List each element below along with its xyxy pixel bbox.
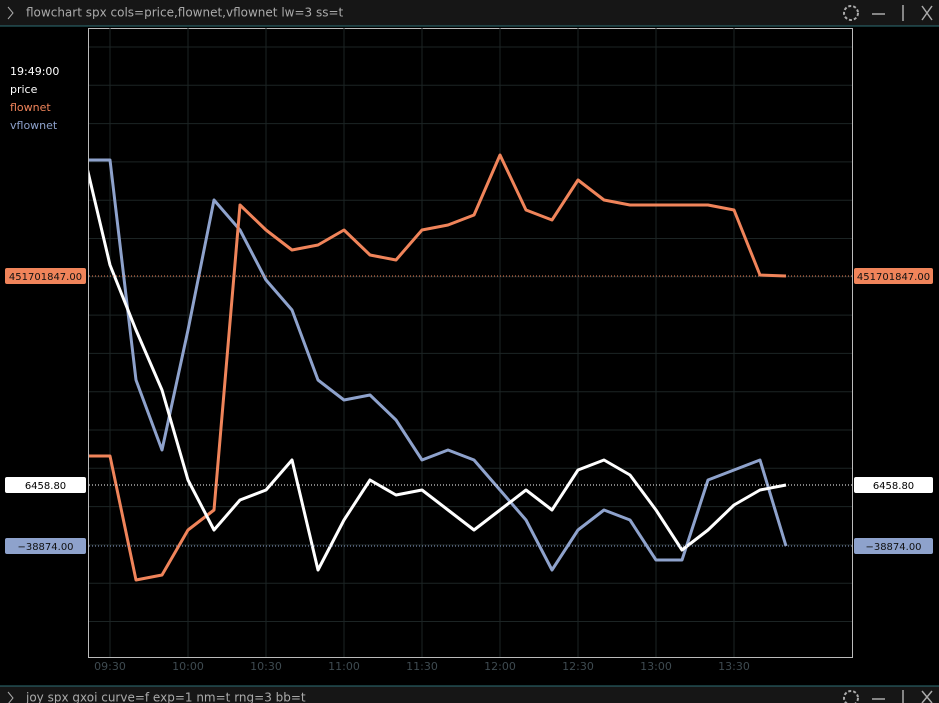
last-value-box — [854, 477, 933, 493]
close-button[interactable] — [921, 690, 933, 703]
next-window-bar — [0, 686, 939, 703]
series-line — [89, 153, 787, 582]
last-value-box — [5, 268, 86, 284]
last-value-label: −38874.00 — [17, 542, 73, 553]
x-tick-label: 11:30 — [406, 660, 438, 673]
legend-entry: price — [10, 83, 38, 96]
x-tick-label: 13:30 — [718, 660, 750, 673]
horizontal-grid — [89, 46, 852, 622]
last-value-label: 6458.80 — [25, 481, 66, 492]
series-line — [89, 158, 788, 572]
last-value-label: 451701847.00 — [9, 272, 82, 283]
last-value-label: −38874.00 — [865, 542, 921, 553]
last-value-label: 451701847.00 — [857, 272, 930, 283]
legend-entry: vflownet — [10, 119, 58, 132]
window-title: flowchart spx cols=price,flownet,vflowne… — [26, 6, 344, 20]
x-tick-label: 10:00 — [172, 660, 204, 673]
legend-entry: flownet — [10, 101, 51, 114]
last-value-box — [854, 268, 933, 284]
x-tick-label: 11:00 — [328, 660, 360, 673]
x-tick-label: 09:30 — [94, 660, 126, 673]
last-value-box — [5, 538, 86, 554]
plot-frame — [88, 28, 853, 658]
last-value-box — [5, 477, 86, 493]
legend-time: 19:49:00 — [10, 65, 59, 78]
last-value-box — [854, 538, 933, 554]
x-tick-label: 12:00 — [484, 660, 516, 673]
x-tick-label: 10:30 — [250, 660, 282, 673]
expand-icon[interactable] — [7, 691, 14, 703]
x-tick-label: 13:00 — [640, 660, 672, 673]
series-line — [89, 169, 787, 572]
plot — [89, 28, 788, 657]
settings-icon[interactable] — [843, 690, 859, 703]
close-button[interactable] — [921, 5, 933, 21]
x-tick-label: 12:30 — [562, 660, 594, 673]
overlay: 09:30 10:00 10:30 11:00 11:30 12:00 12:30 13:00… — [5, 83, 933, 673]
title-bar — [0, 0, 939, 26]
expand-icon[interactable] — [7, 6, 14, 20]
settings-icon[interactable] — [843, 5, 859, 21]
last-value-label: 6458.80 — [873, 481, 914, 492]
next-window-title: joy spx gxoi curve=f exp=1 nm=t rng=3 bb… — [25, 691, 306, 703]
